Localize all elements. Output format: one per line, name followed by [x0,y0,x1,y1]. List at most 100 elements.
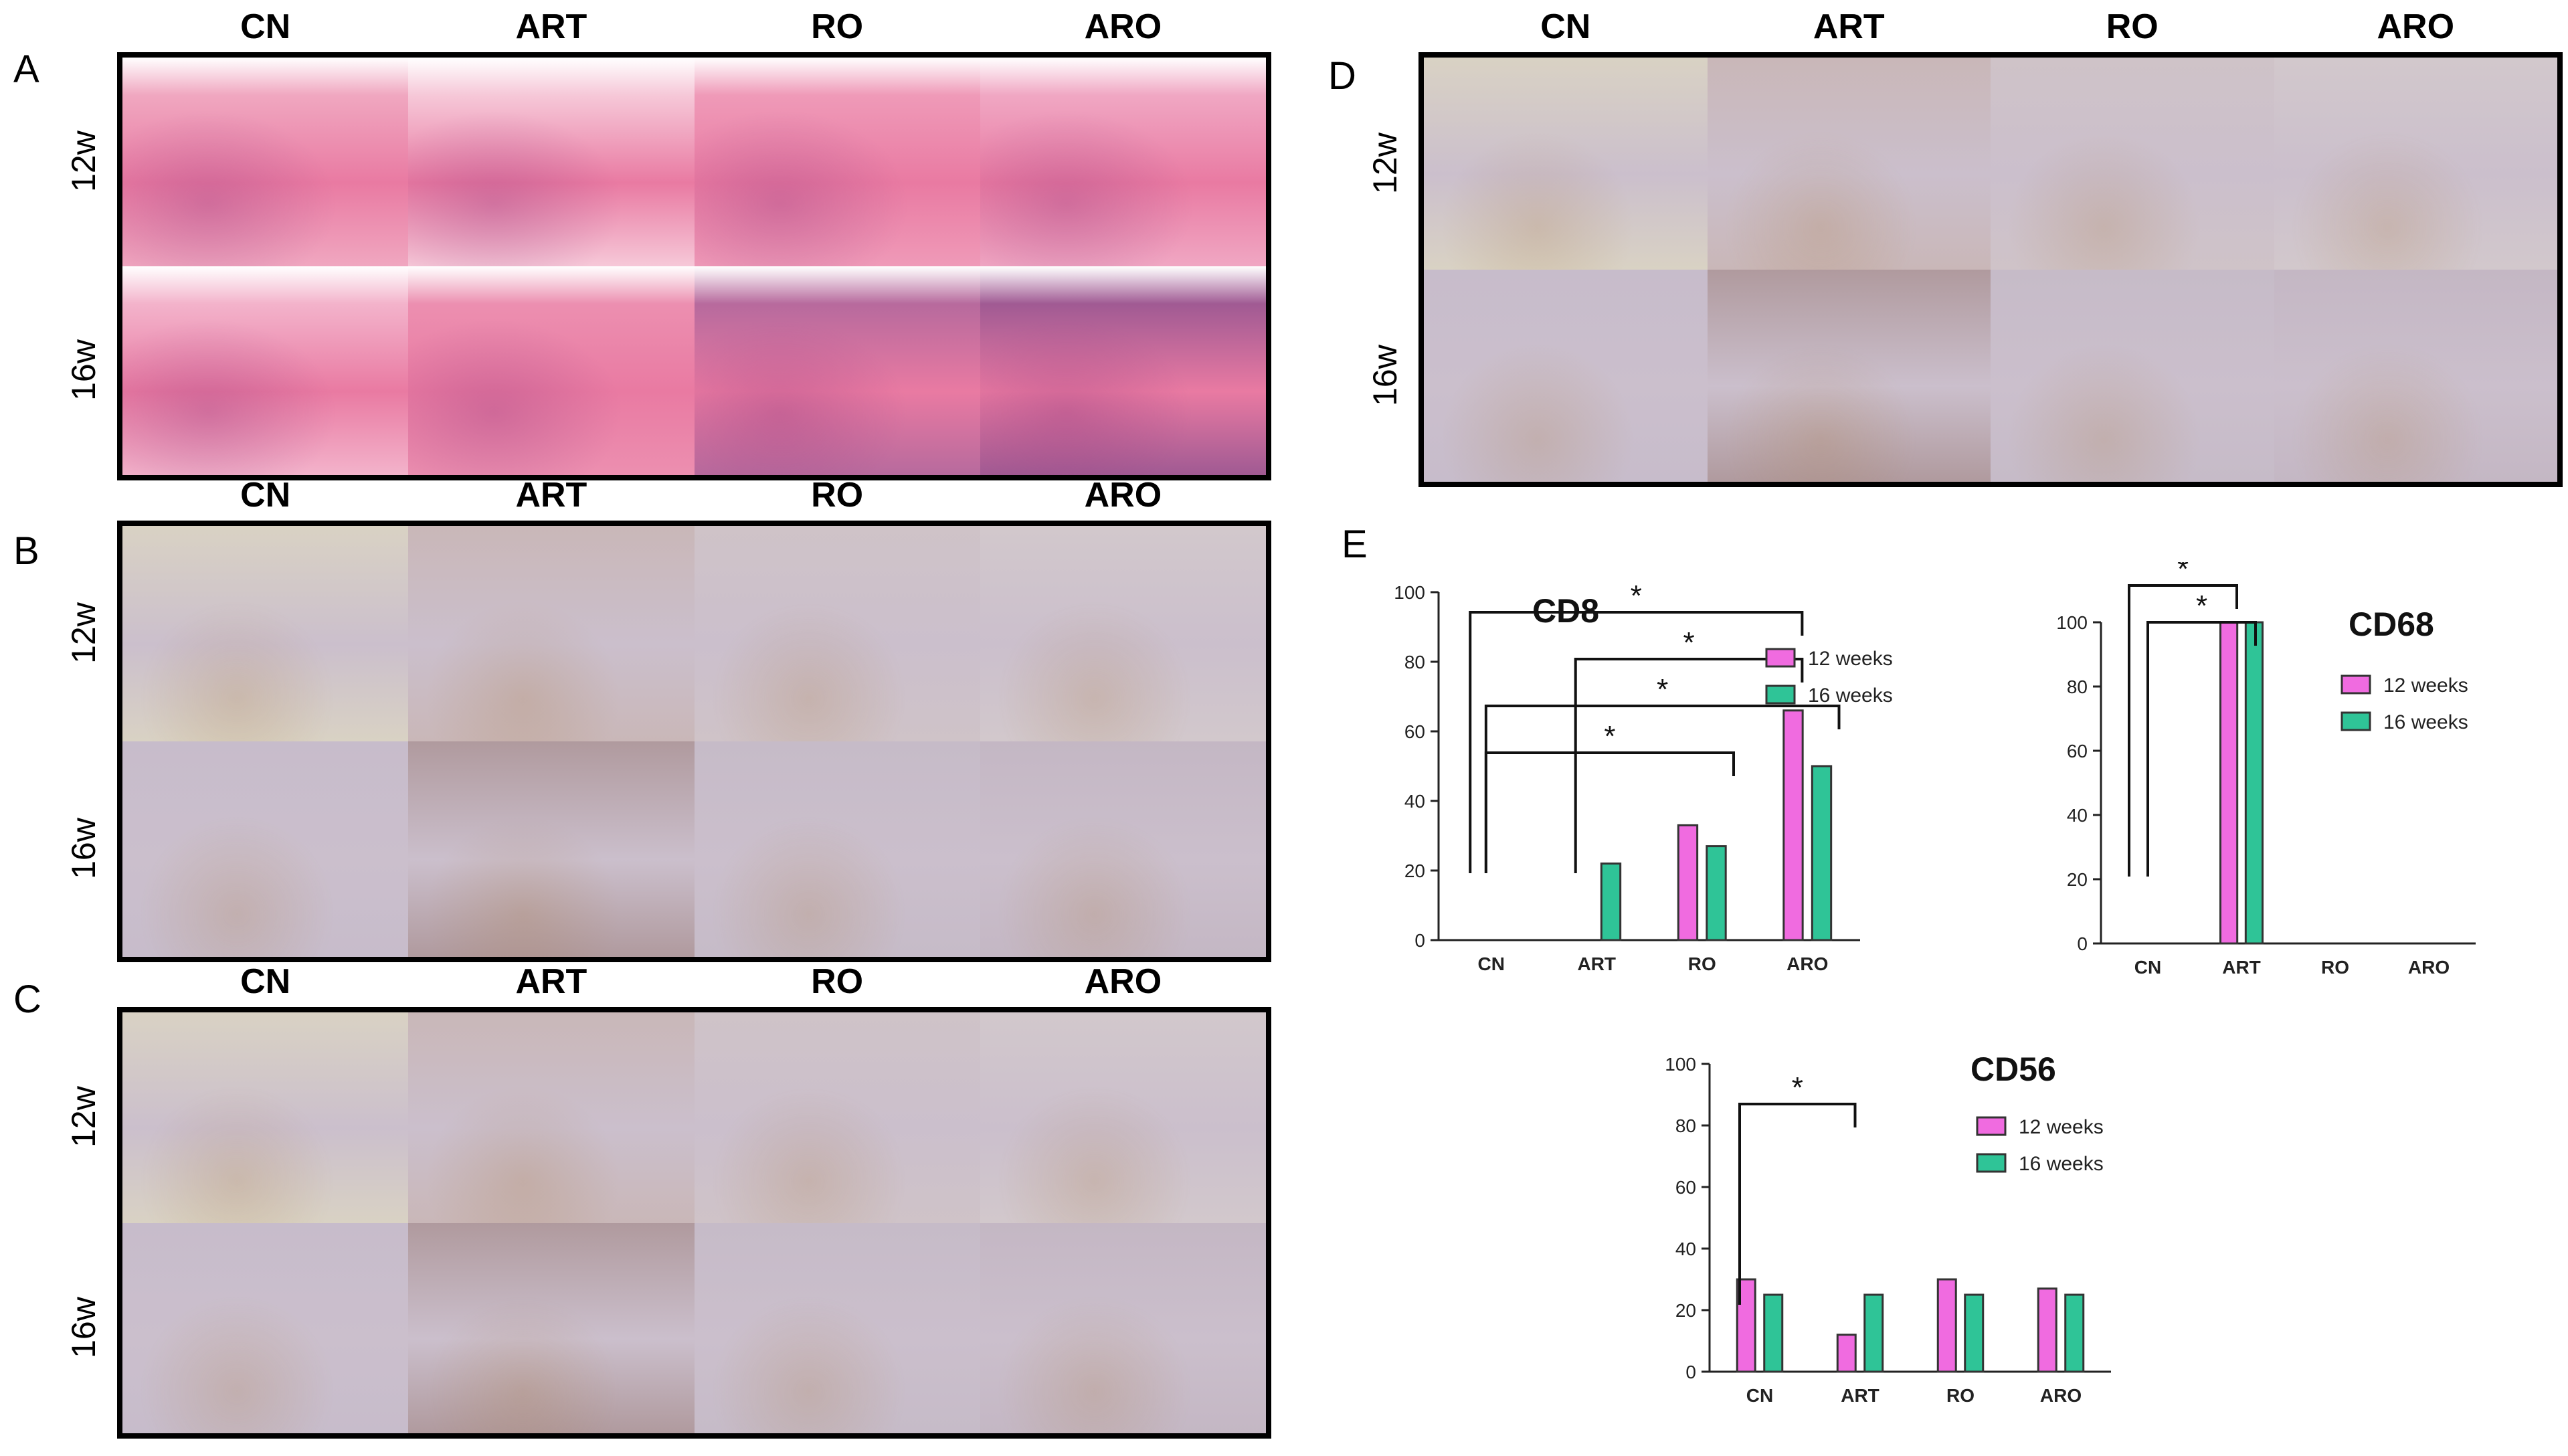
cd8-bar-chart: 0 20 40 60 80 100 CN ART RO ARO * * * * CD8 12 weeks 16 … [1394,579,1893,974]
bar-12-weeks-aro [2037,1287,2057,1373]
column-label-cn: CN [240,7,291,46]
micrograph-tile [122,526,409,741]
chart-title: CD68 [2349,606,2434,643]
column-label-ro: RO [2106,7,2159,46]
row-label-12w: 12w [65,1086,102,1148]
bar-16-weeks-aro [1811,765,1833,941]
x-tick-label: ARO [2040,1385,2082,1406]
micrograph-tile [408,526,695,741]
row-label-16w: 16w [1366,344,1404,406]
legend-label: 12 weeks [2019,1116,2104,1138]
micrograph-tile [122,1012,409,1223]
column-label-aro: ARO [1084,7,1162,46]
x-tick-label: CN [1478,953,1505,974]
micrograph-tile [980,58,1266,266]
bar-16-weeks-ro [1964,1293,1985,1373]
micrograph-tile [694,741,980,957]
panel-d-frame [1418,52,2563,487]
y-tick-label: 0 [2077,933,2088,954]
y-tick-label: 100 [1394,582,1425,603]
micrograph-tile [2274,270,2557,482]
bar-16-weeks-art [1863,1293,1884,1373]
micrograph-tile [980,741,1266,957]
column-label-art: ART [1813,7,1885,46]
significance-star: * [1604,720,1615,753]
x-tick-label: ARO [2408,957,2450,978]
row-label-16w: 16w [65,818,102,879]
significance-bracket: * [1574,626,1804,873]
column-label-ro: RO [811,476,864,515]
row-label-16w: 16w [65,1296,102,1358]
micrograph-tile [408,58,695,266]
y-tick-label: 40 [1404,791,1425,812]
y-tick-label: 40 [1675,1239,1696,1259]
panel-b-frame [117,521,1271,962]
micrograph-tile [1424,58,1708,270]
significance-star: * [1631,579,1642,612]
micrograph-tile [1707,270,1991,482]
y-tick-label: 20 [1675,1300,1696,1321]
legend-swatch [2341,711,2371,731]
y-tick-label: 60 [1675,1177,1696,1198]
column-label-cn: CN [240,962,291,1001]
x-tick-label: ARO [1786,953,1828,974]
y-tick-label: 60 [1404,721,1425,742]
significance-bracket: * [2146,589,2257,877]
bar-12-weeks-art [2219,621,2239,945]
panel-letter-e: E [1342,523,1368,566]
chart-title: CD8 [1532,592,1599,630]
x-tick-label: ART [2222,957,2261,978]
micrograph-tile [122,58,409,266]
significance-star: * [1792,1071,1803,1104]
micrograph-tile [980,526,1266,741]
y-tick-label: 80 [1675,1115,1696,1136]
significance-star: * [1657,673,1668,706]
chart-title: CD56 [1970,1051,2056,1088]
y-tick-label: 100 [1665,1054,1696,1075]
bar-12-weeks-ro [1677,824,1699,941]
legend-swatch [1765,648,1796,668]
panel-c-frame [117,1007,1271,1439]
bar-16-weeks-ro [1706,845,1727,941]
micrograph-tile [694,526,980,741]
legend-swatch [1976,1116,2007,1136]
column-label-ro: RO [811,962,864,1001]
micrograph-tile [694,1012,980,1223]
cd68-bar-chart: 0 20 40 60 80 100 CN ART RO ARO * * CD68 12 weeks 16 w… [2056,562,2476,978]
legend-label: 12 weeks [1808,648,1893,670]
significance-bracket: * [2128,562,2238,877]
micrograph-tile [408,266,695,475]
micrograph-tile [694,58,980,266]
panel-letter-b: B [13,529,39,573]
column-label-cn: CN [240,476,291,515]
legend-swatch [2341,674,2371,695]
panel-letter-d: D [1328,54,1356,98]
y-tick-label: 20 [2067,869,2088,890]
panel-letter-c: C [13,978,41,1021]
micrograph-tile [408,1222,695,1433]
bar-16-weeks-cn [1763,1293,1784,1373]
row-label-12w: 12w [65,602,102,664]
bar-16-weeks-art [1600,862,1622,941]
cd56-bar-chart: 0 20 40 60 80 100 CN ART RO ARO * CD56 12 weeks 16 we… [1665,1051,2111,1406]
legend-swatch [1765,685,1796,705]
significance-star: * [2196,589,2207,622]
bar-16-weeks-art [2244,621,2264,945]
significance-star: * [1683,626,1695,659]
legend-label: 12 weeks [2383,674,2468,697]
micrograph-tile [408,1012,695,1223]
panel-a-frame [117,52,1271,480]
x-tick-label: ART [1841,1385,1879,1406]
significance-bracket: * [1469,579,1804,873]
micrograph-tile [694,1222,980,1433]
significance-bracket: * [1738,1071,1857,1305]
y-tick-label: 20 [1404,860,1425,881]
micrograph-tile [980,266,1266,475]
x-tick-label: CN [1746,1385,1773,1406]
x-tick-label: RO [2321,957,2349,978]
y-tick-label: 80 [2067,676,2088,697]
micrograph-tile [408,741,695,957]
y-tick-label: 0 [1685,1362,1696,1382]
bar-16-weeks-aro [2064,1293,2085,1373]
bar-12-weeks-aro [1782,709,1804,941]
